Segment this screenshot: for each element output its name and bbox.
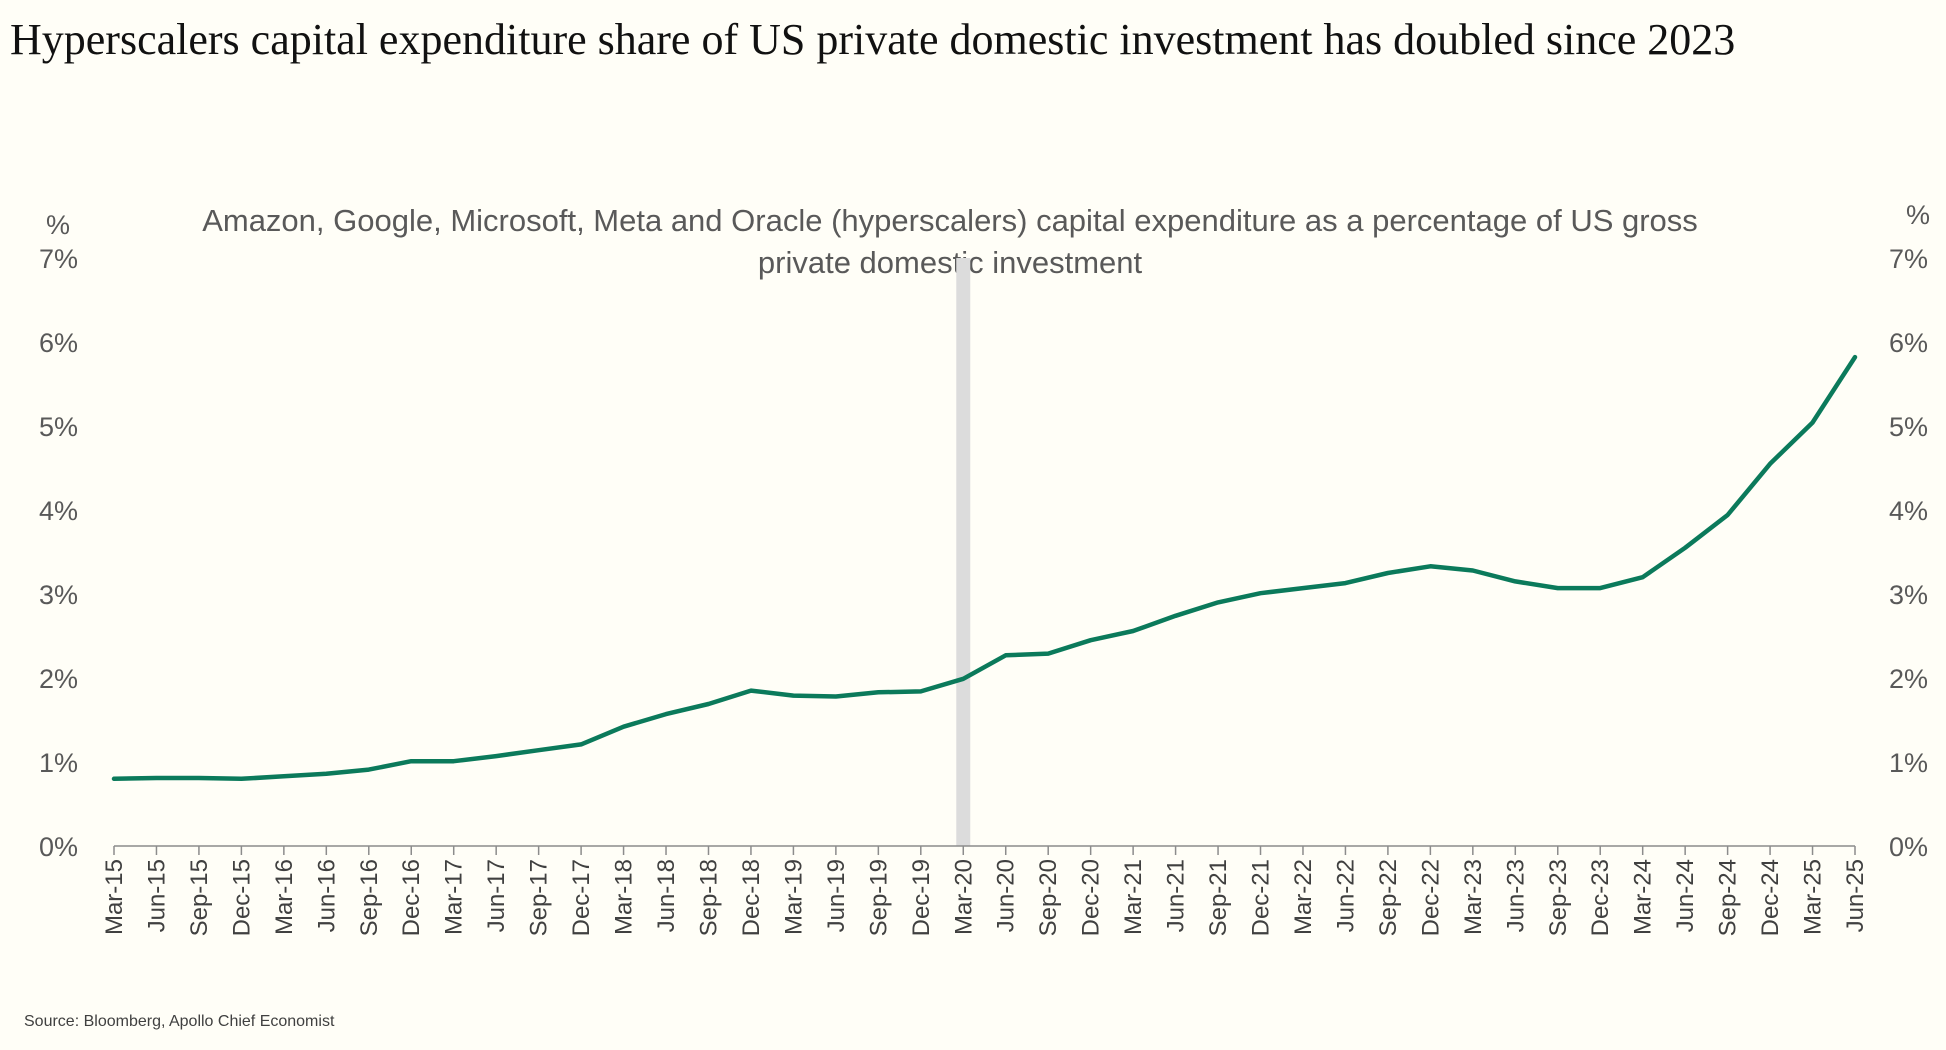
x-tick-label: Sep-19 xyxy=(865,859,892,936)
source-note: Source: Bloomberg, Apollo Chief Economis… xyxy=(24,1013,335,1030)
y-tick-label-right: 3% xyxy=(1889,580,1928,610)
x-tick-label: Dec-17 xyxy=(568,859,595,936)
y-tick-label-left: 6% xyxy=(39,328,78,358)
x-tick-label: Dec-22 xyxy=(1417,859,1444,936)
x-tick-label: Sep-21 xyxy=(1205,859,1232,936)
y-tick-label-left: 5% xyxy=(39,412,78,442)
x-tick-label: Sep-22 xyxy=(1375,859,1402,936)
x-tick-label: Sep-24 xyxy=(1715,859,1742,936)
x-tick-label: Sep-16 xyxy=(356,859,383,936)
y-tick-label-left: 2% xyxy=(39,664,78,694)
x-tick-label: Jun-25 xyxy=(1842,859,1869,932)
y-tick-label-left: 3% xyxy=(39,580,78,610)
x-tick-label: Sep-17 xyxy=(526,859,553,936)
x-tick-label: Mar-23 xyxy=(1460,859,1487,935)
x-tick-label: Mar-20 xyxy=(950,859,977,935)
x-tick-label: Dec-21 xyxy=(1248,859,1275,936)
y-tick-label-right: 0% xyxy=(1889,832,1928,862)
x-tick-label: Sep-15 xyxy=(186,859,213,936)
x-tick-label: Sep-23 xyxy=(1545,859,1572,936)
x-tick-label: Dec-16 xyxy=(398,859,425,936)
x-tick-label: Jun-19 xyxy=(823,859,850,932)
x-tick-label: Jun-21 xyxy=(1163,859,1190,932)
x-tick-label: Mar-25 xyxy=(1800,859,1827,935)
x-tick-label: Dec-23 xyxy=(1587,859,1614,936)
y-tick-label-right: 7% xyxy=(1889,244,1928,274)
y-axis-left: % 0% 1% 2% 3% 4% 5% 6% 7% xyxy=(39,210,78,862)
x-tick-label: Mar-22 xyxy=(1290,859,1317,935)
x-tick-label: Jun-18 xyxy=(653,859,680,932)
x-tick-label: Jun-15 xyxy=(143,859,170,932)
x-tick-label: Jun-17 xyxy=(483,859,510,932)
series-group xyxy=(111,354,1858,782)
y-tick-label-right: 5% xyxy=(1889,412,1928,442)
y-axis-right: % 0% 1% 2% 3% 4% 5% 6% 7% xyxy=(1889,200,1930,862)
x-axis: Mar-15 Jun-15 Sep-15 Dec-15 Mar-16 Jun-16 Sep-… xyxy=(101,845,1869,936)
highlight-band xyxy=(956,258,971,846)
x-tick-label: Mar-17 xyxy=(441,859,468,935)
y-unit-right: % xyxy=(1906,200,1930,230)
x-tick-label: Mar-19 xyxy=(780,859,807,935)
y-tick-label-left: 4% xyxy=(39,496,78,526)
y-tick-label-right: 1% xyxy=(1889,748,1928,778)
y-tick-label-left: 0% xyxy=(39,832,78,862)
y-tick-label-left: 7% xyxy=(39,244,78,274)
x-tick-label: Sep-20 xyxy=(1035,859,1062,936)
x-tick-label: Dec-18 xyxy=(738,859,765,936)
x-tick-label: Jun-16 xyxy=(313,859,340,932)
x-tick-label: Jun-23 xyxy=(1502,859,1529,932)
x-tick-label: Dec-15 xyxy=(228,859,255,936)
x-tick-label: Mar-18 xyxy=(611,859,638,935)
y-tick-label-right: 4% xyxy=(1889,496,1928,526)
x-tick-label: Dec-24 xyxy=(1757,859,1784,936)
x-tick-label: Mar-15 xyxy=(101,859,128,935)
x-tick-label: Dec-20 xyxy=(1078,859,1105,936)
x-tick-label: Jun-24 xyxy=(1672,859,1699,932)
x-tick-label: Sep-18 xyxy=(695,859,722,936)
x-tick-label: Mar-21 xyxy=(1120,859,1147,935)
chart-title: Hyperscalers capital expenditure share o… xyxy=(10,15,1736,64)
x-tick-label: Mar-16 xyxy=(271,859,298,935)
x-tick-label: Jun-22 xyxy=(1332,859,1359,932)
y-unit-left: % xyxy=(46,210,70,240)
x-tick-label: Jun-20 xyxy=(993,859,1020,932)
y-tick-label-left: 1% xyxy=(39,748,78,778)
series-line xyxy=(111,354,1858,782)
y-tick-label-right: 6% xyxy=(1889,328,1928,358)
y-tick-label-right: 2% xyxy=(1889,664,1928,694)
x-tick-label: Dec-19 xyxy=(908,859,935,936)
chart-subtitle: Amazon, Google, Microsoft, Meta and Orac… xyxy=(202,203,1698,280)
x-tick-label: Mar-24 xyxy=(1630,859,1657,935)
